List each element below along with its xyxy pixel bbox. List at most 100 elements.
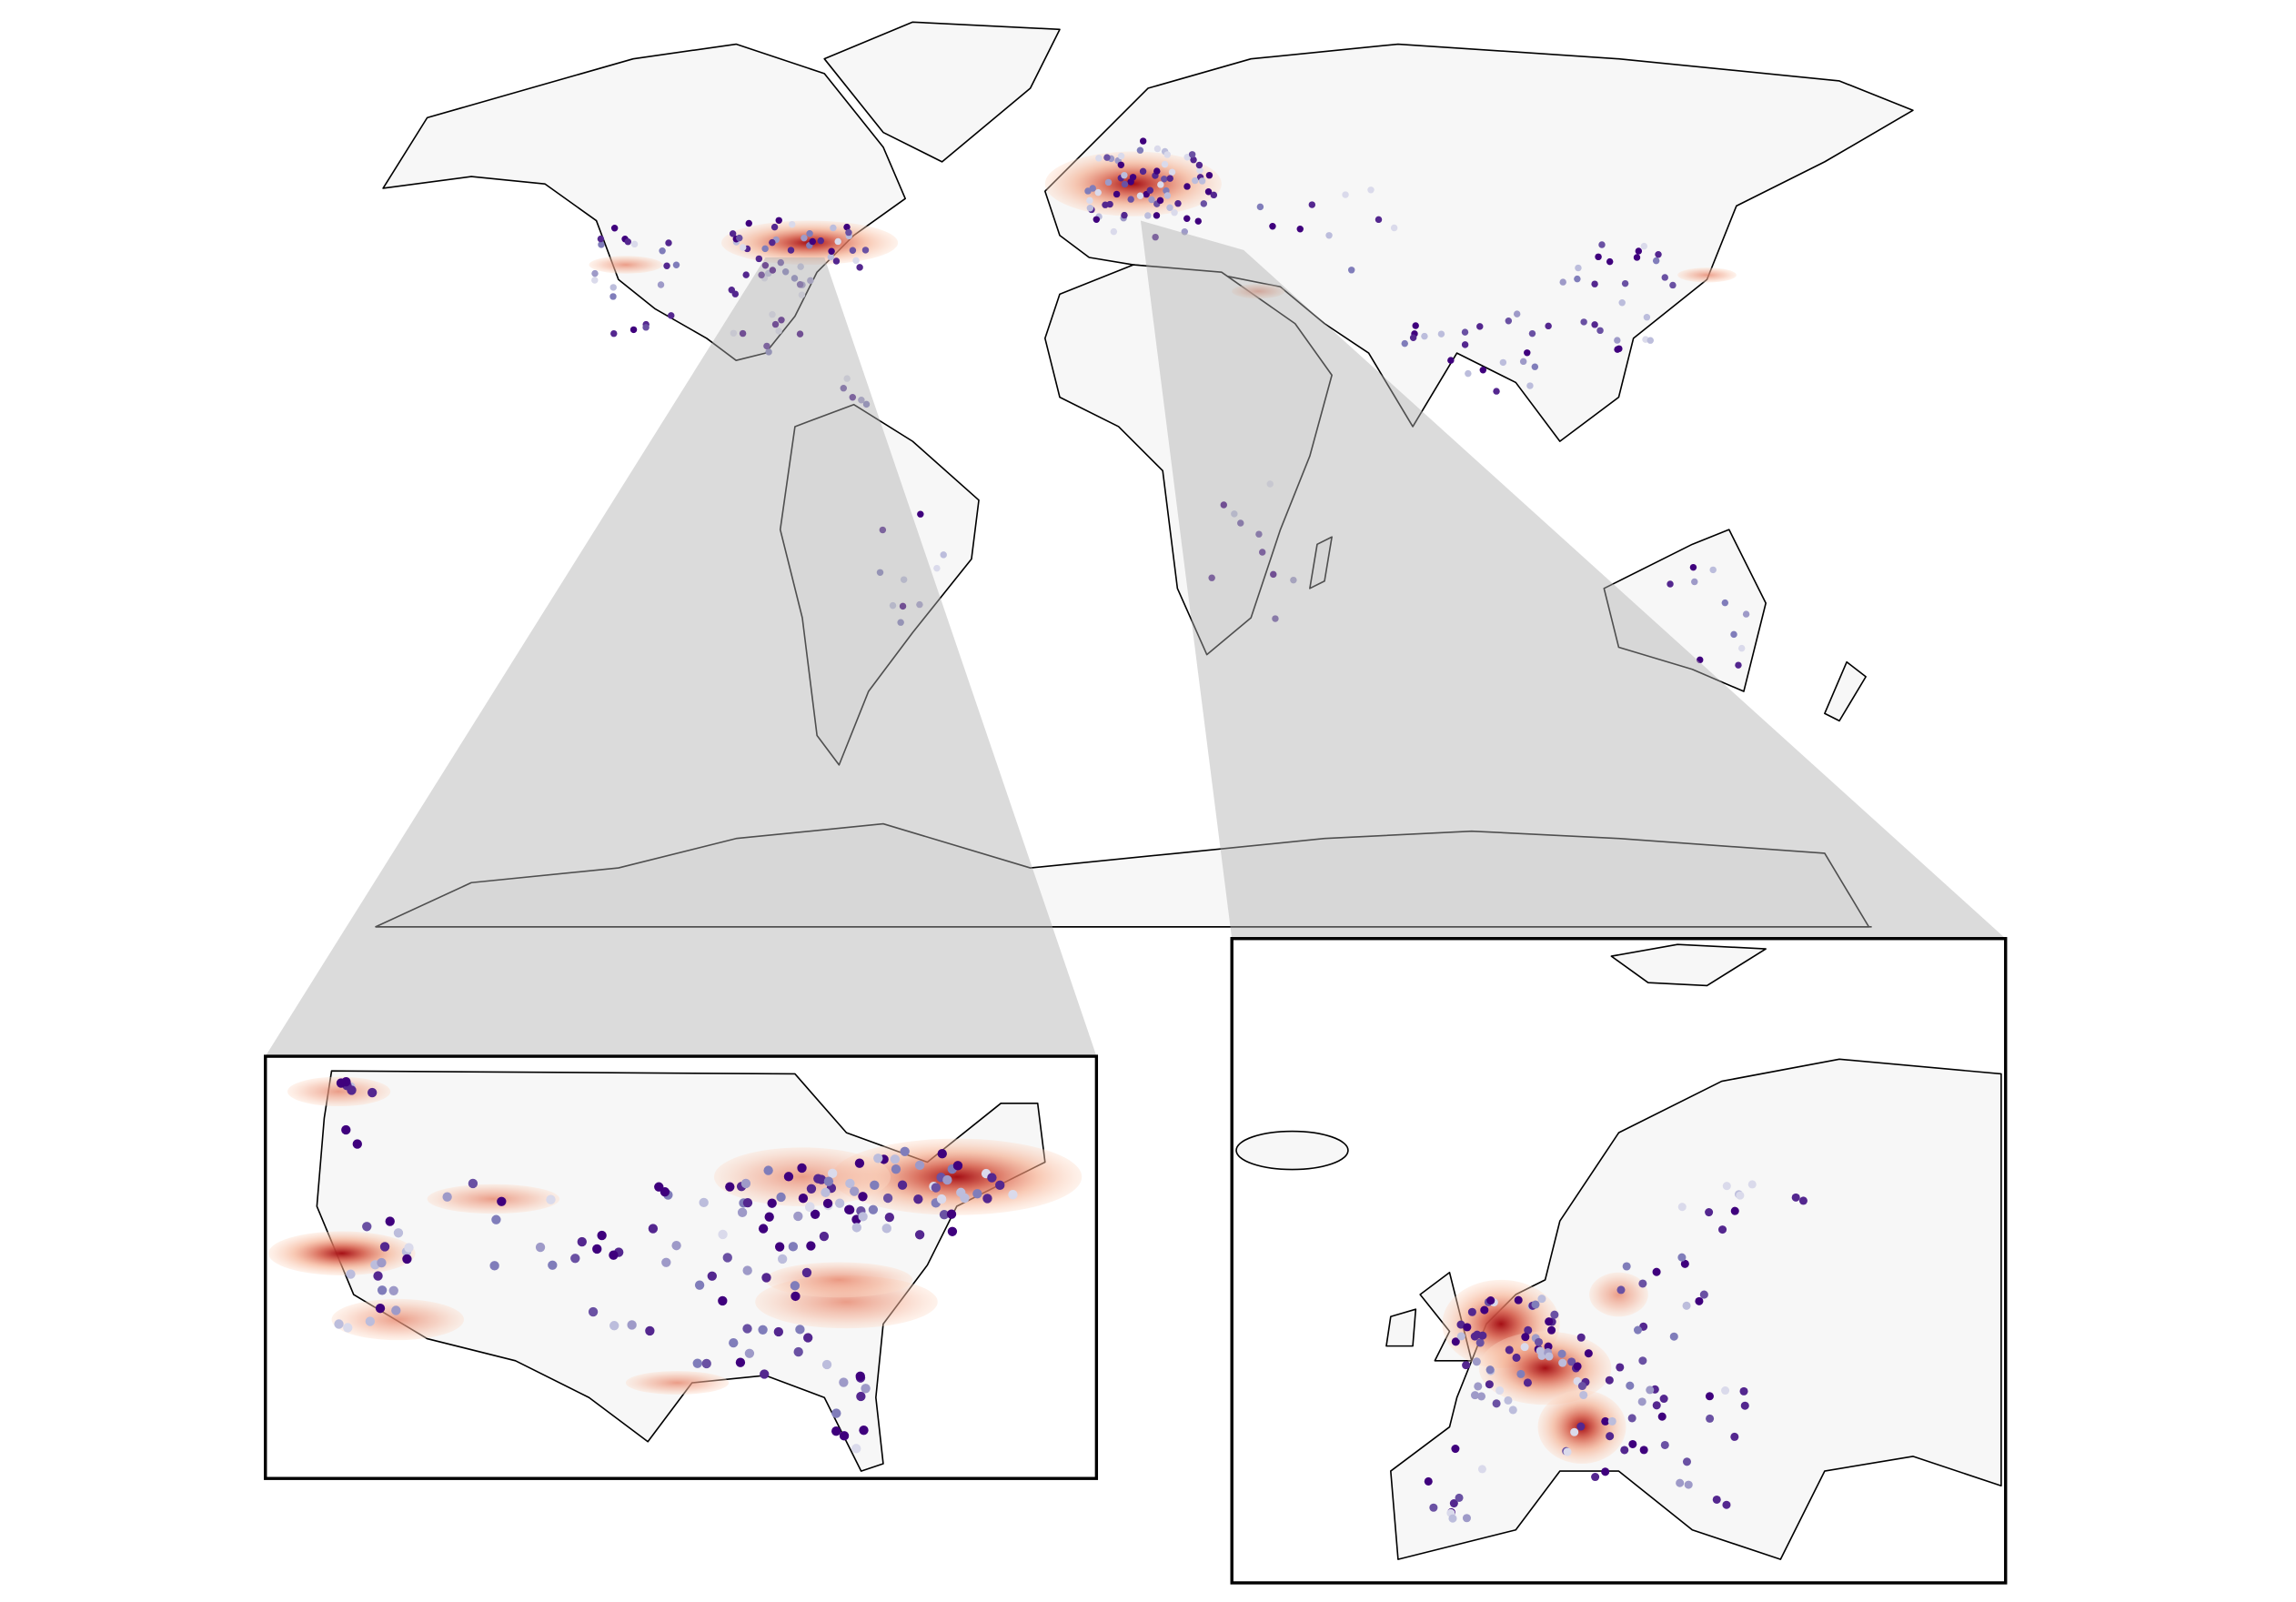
site-dot (1730, 1206, 1739, 1215)
site-dot (913, 1194, 923, 1204)
density-blob (589, 256, 663, 274)
site-dot (798, 1193, 809, 1204)
site-dot (742, 271, 750, 278)
site-dot (1520, 1343, 1529, 1352)
site-dot (806, 1184, 817, 1194)
site-dot (1718, 1225, 1727, 1234)
site-dot (1596, 327, 1604, 335)
site-dot (1308, 201, 1316, 208)
site-dot (1121, 171, 1128, 179)
site-dot (1601, 1416, 1610, 1426)
site-dot (591, 277, 599, 284)
site-dot (822, 1198, 833, 1209)
site-dot (1194, 217, 1202, 225)
us-heat (267, 1076, 1083, 1395)
site-dot (858, 1192, 868, 1202)
site-dot (916, 600, 923, 609)
site-dot (1437, 330, 1445, 338)
site-dot (1531, 1300, 1540, 1309)
density-blob (1232, 284, 1285, 299)
site-dot (1166, 204, 1173, 211)
site-dot (1521, 1333, 1530, 1342)
site-dot (1095, 155, 1103, 162)
site-dot (1456, 1320, 1465, 1329)
site-dot (849, 394, 857, 401)
site-dot (1451, 1337, 1460, 1346)
site-dot (1157, 181, 1164, 188)
site-dot (1643, 313, 1651, 321)
site-dot (1183, 215, 1191, 222)
site-dot (852, 257, 860, 265)
site-dot (718, 1229, 728, 1240)
site-dot (1144, 212, 1152, 219)
site-dot (1740, 1401, 1749, 1410)
site-dot (770, 223, 779, 231)
site-dot (1325, 232, 1333, 239)
site-dot (1117, 152, 1125, 160)
site-dot (365, 1316, 376, 1326)
site-dot (740, 1178, 751, 1189)
site-dot (1584, 1349, 1593, 1358)
site-dot (609, 1250, 619, 1260)
site-dot (1086, 205, 1094, 212)
site-dot (1638, 1356, 1647, 1365)
site-dot (850, 1186, 860, 1196)
site-dot (881, 1224, 891, 1234)
madagascar (1309, 536, 1333, 589)
site-dot (821, 1187, 831, 1198)
site-dot (1730, 1432, 1739, 1441)
site-dot (1204, 188, 1213, 196)
site-dot (1136, 146, 1144, 154)
density-blob (625, 1371, 730, 1395)
site-dot (777, 258, 785, 267)
site-dot (1621, 279, 1629, 287)
site-dot (1606, 257, 1614, 266)
site-dot (730, 329, 738, 338)
greenland-edge (1610, 943, 1767, 987)
site-dot (1270, 570, 1277, 579)
site-dot (1591, 321, 1598, 328)
site-dot (1633, 254, 1641, 261)
site-dot (851, 1223, 861, 1233)
site-dot (1580, 318, 1587, 326)
site-dot (1524, 1325, 1533, 1335)
site-dot (1465, 369, 1472, 378)
site-dot (657, 281, 665, 288)
site-dot (793, 1211, 803, 1222)
site-dot (1557, 1349, 1566, 1358)
site-dot (1620, 1446, 1629, 1455)
site-dot (1722, 1182, 1731, 1191)
site-dot (1255, 530, 1263, 538)
antarctica (375, 822, 1870, 928)
site-dot (1136, 192, 1144, 199)
site-dot (797, 1163, 807, 1174)
site-dot (624, 237, 632, 246)
site-dot (899, 602, 907, 610)
site-dot (598, 241, 605, 248)
site-dot (1606, 1432, 1615, 1441)
site-dot (884, 1212, 895, 1223)
site-dot (798, 291, 806, 298)
site-dot (729, 230, 737, 237)
site-dot (769, 310, 776, 318)
site-dot (758, 1325, 768, 1335)
site-dot (1523, 1378, 1532, 1387)
site-dot (807, 277, 814, 285)
site-dot (629, 326, 638, 334)
site-dot (1706, 1414, 1715, 1423)
inset-border (1230, 937, 2008, 1585)
site-dot (900, 1146, 910, 1156)
site-dot (764, 1212, 774, 1222)
site-dot (851, 1444, 861, 1454)
site-dot (1616, 1363, 1625, 1372)
site-dot (761, 1273, 771, 1283)
site-dot (1721, 599, 1729, 607)
site-dot (870, 1180, 880, 1191)
site-dot (609, 293, 617, 300)
site-dot (832, 257, 841, 265)
site-dot (722, 1253, 732, 1263)
site-dot (648, 1224, 659, 1234)
site-dot (791, 1291, 801, 1302)
site-dot (1296, 226, 1304, 233)
site-dot (610, 329, 618, 338)
